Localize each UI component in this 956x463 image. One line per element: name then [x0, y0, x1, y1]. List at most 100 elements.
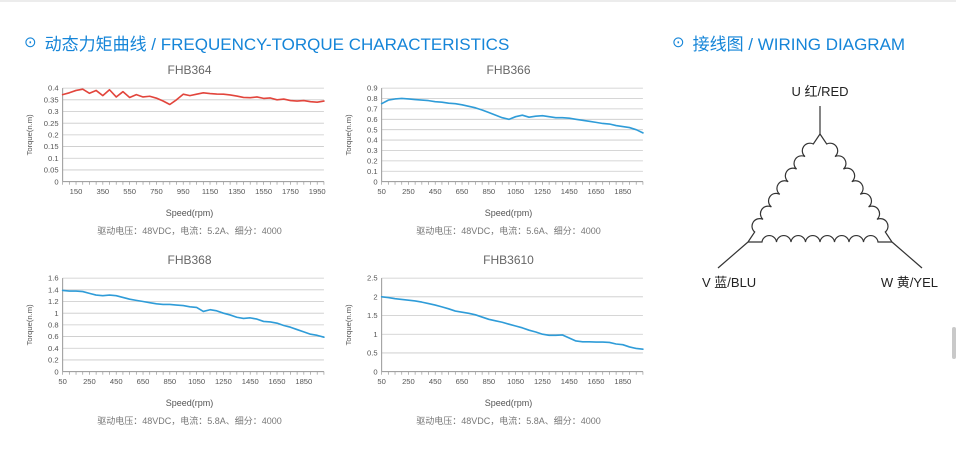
wiring-diagram: U 红/RED V 蓝/BLU W 黄/YEL [702, 81, 938, 291]
svg-text:0.5: 0.5 [367, 125, 378, 134]
svg-text:0: 0 [54, 177, 58, 186]
svg-text:1: 1 [373, 330, 377, 339]
svg-text:0.2: 0.2 [48, 356, 59, 365]
section-bullet-icon: ⊙ [672, 34, 685, 51]
scrollbar-thumb[interactable] [952, 327, 956, 359]
line-plot: 0 0.05 0.1 0.15 0.2 0.25 0.3 0.35 0.4 150 350 550 75… [25, 84, 326, 196]
section-heading-wiring: ⊙ 接线图 / WIRING DIAGRAM [672, 30, 956, 55]
svg-text:Torque(n.m): Torque(n.m) [25, 114, 34, 155]
svg-text:0.5: 0.5 [367, 349, 378, 358]
svg-text:1950: 1950 [309, 187, 326, 196]
svg-text:950: 950 [177, 187, 190, 196]
svg-text:Torque(n.m): Torque(n.m) [25, 304, 34, 345]
svg-text:1.5: 1.5 [367, 311, 378, 320]
svg-text:1750: 1750 [282, 187, 299, 196]
svg-text:450: 450 [429, 377, 442, 386]
wiring-label-v: V 蓝/BLU [702, 275, 757, 290]
chart-fhb366: FHB366 0 0.1 0.2 0.3 0.4 0.5 0.6 0.7 0.8 0.9 50 250… [343, 63, 648, 237]
chart-title: FHB368 [167, 253, 212, 267]
svg-text:0.4: 0.4 [48, 344, 59, 353]
svg-text:0: 0 [54, 367, 58, 376]
svg-text:0.8: 0.8 [48, 321, 59, 330]
svg-text:0.7: 0.7 [367, 105, 378, 114]
svg-text:2: 2 [373, 292, 377, 301]
svg-text:1650: 1650 [588, 377, 605, 386]
svg-text:1650: 1650 [269, 377, 286, 386]
svg-text:1550: 1550 [255, 187, 272, 196]
svg-text:0.2: 0.2 [48, 131, 59, 140]
svg-text:50: 50 [377, 187, 385, 196]
line-plot: 0 0.2 0.4 0.6 0.8 1 1.2 1.4 1.6 50 250 450 650 850 105… [25, 274, 325, 386]
svg-text:0.9: 0.9 [367, 84, 378, 93]
svg-text:650: 650 [137, 377, 150, 386]
svg-text:0.3: 0.3 [48, 107, 59, 116]
svg-text:1650: 1650 [588, 187, 605, 196]
x-axis-label: Speed(rpm) [484, 398, 533, 408]
svg-text:1450: 1450 [242, 377, 259, 386]
svg-text:0.6: 0.6 [367, 115, 378, 124]
svg-text:1250: 1250 [215, 377, 232, 386]
section-heading-wiring-text: 接线图 / WIRING DIAGRAM [692, 35, 906, 54]
section-heading-torque-text: 动态力矩曲线 / FREQUENCY-TORQUE CHARACTERISTIC… [44, 35, 510, 54]
svg-text:0: 0 [373, 177, 377, 186]
svg-text:1: 1 [54, 309, 58, 318]
svg-text:0.05: 0.05 [44, 166, 59, 175]
chart-title: FHB366 [486, 63, 531, 77]
chart-title: FHB364 [167, 63, 212, 77]
svg-text:1250: 1250 [534, 187, 551, 196]
svg-text:1.2: 1.2 [48, 297, 59, 306]
chart-fhb368: FHB368 0 0.2 0.4 0.6 0.8 1 1.2 1.4 1.6 50 250 450 65… [24, 253, 329, 427]
svg-text:0.1: 0.1 [367, 167, 378, 176]
svg-text:0.4: 0.4 [367, 136, 378, 145]
svg-text:250: 250 [402, 377, 415, 386]
chart-caption: 驱动电压：48VDC，电流：5.8A、细分：4000 [97, 416, 282, 426]
svg-text:1150: 1150 [202, 187, 218, 196]
torque-section: ⊙ 动态力矩曲线 / FREQUENCY-TORQUE CHARACTERIST… [24, 30, 648, 427]
svg-text:1050: 1050 [507, 377, 524, 386]
svg-text:350: 350 [96, 187, 109, 196]
line-plot: 00.10.2 0.30.4 0.50.60.7 0.80.9 50 250 450 650 8… [344, 84, 644, 196]
svg-text:1050: 1050 [188, 377, 205, 386]
svg-text:450: 450 [110, 377, 123, 386]
chart-caption: 驱动电压：48VDC，电流：5.8A、细分：4000 [416, 416, 601, 426]
svg-text:850: 850 [482, 187, 495, 196]
svg-text:1850: 1850 [614, 187, 631, 196]
svg-text:Torque(n.m): Torque(n.m) [344, 114, 353, 155]
svg-text:1050: 1050 [507, 187, 524, 196]
x-axis-label: Speed(rpm) [165, 208, 214, 218]
svg-text:Torque(n.m): Torque(n.m) [344, 304, 353, 345]
svg-text:0.2: 0.2 [367, 157, 378, 166]
svg-text:50: 50 [58, 377, 66, 386]
chart-fhb364: FHB364 0 0.05 0.1 0.15 0.2 0.25 0.3 0.35 0.4 150 3… [24, 63, 329, 237]
svg-text:0.3: 0.3 [367, 146, 378, 155]
svg-text:250: 250 [402, 187, 415, 196]
delta-winding-icon [717, 106, 923, 269]
chart-caption: 驱动电压：48VDC，电流：5.2A、细分：4000 [97, 226, 282, 236]
svg-text:1.4: 1.4 [48, 285, 59, 294]
svg-text:0: 0 [373, 367, 377, 376]
svg-text:650: 650 [456, 377, 469, 386]
wiring-label-u: U 红/RED [791, 84, 849, 99]
svg-text:250: 250 [83, 377, 96, 386]
svg-text:1250: 1250 [534, 377, 551, 386]
svg-text:0.25: 0.25 [44, 119, 59, 128]
chart-caption: 驱动电压：48VDC，电流：5.6A、细分：4000 [416, 226, 601, 236]
svg-text:0.1: 0.1 [48, 154, 59, 163]
svg-text:150: 150 [70, 187, 83, 196]
wiring-label-w: W 黄/YEL [880, 275, 938, 290]
chart-title: FHB3610 [483, 253, 534, 267]
svg-text:650: 650 [456, 187, 469, 196]
svg-text:0.6: 0.6 [48, 332, 59, 341]
x-axis-label: Speed(rpm) [484, 208, 533, 218]
svg-text:1350: 1350 [228, 187, 245, 196]
svg-text:850: 850 [482, 377, 495, 386]
svg-text:1450: 1450 [561, 187, 578, 196]
svg-text:1.6: 1.6 [48, 274, 59, 283]
svg-text:1850: 1850 [295, 377, 312, 386]
svg-text:850: 850 [163, 377, 176, 386]
svg-text:0.8: 0.8 [367, 94, 378, 103]
svg-text:2.5: 2.5 [367, 274, 378, 283]
wiring-section: ⊙ 接线图 / WIRING DIAGRAM U 红/RED V 蓝/BLU W… [648, 30, 956, 427]
line-plot: 0 0.5 1 1.5 2 2.5 50 250 450 650 850 1050 1250 1450 16… [344, 274, 644, 386]
section-heading-torque: ⊙ 动态力矩曲线 / FREQUENCY-TORQUE CHARACTERIST… [24, 30, 648, 55]
